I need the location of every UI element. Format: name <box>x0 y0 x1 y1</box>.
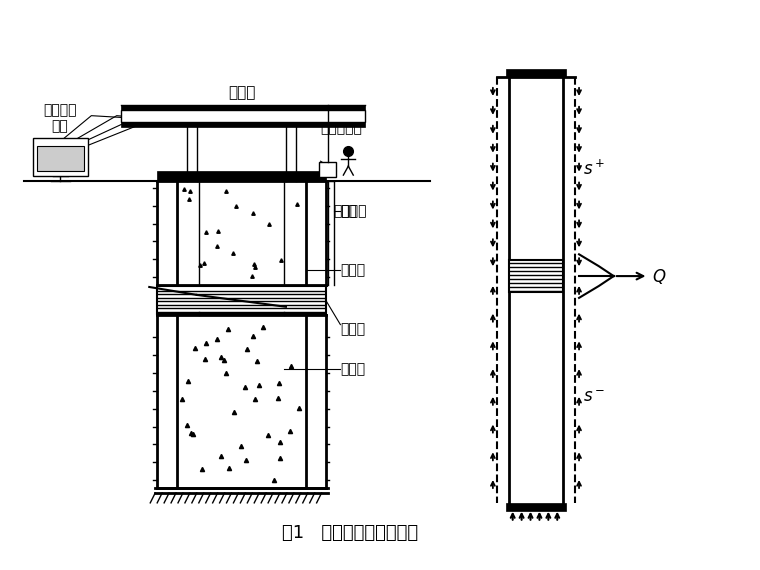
Bar <box>37 146 84 171</box>
Bar <box>508 260 563 292</box>
Bar <box>505 69 566 77</box>
Text: 数据采集
系统: 数据采集 系统 <box>43 103 77 133</box>
Bar <box>121 121 365 127</box>
Bar <box>33 139 88 176</box>
Bar <box>157 286 325 314</box>
Text: $s^-$: $s^-$ <box>583 388 605 406</box>
Text: 油管: 油管 <box>340 203 357 218</box>
Text: 加载系统: 加载系统 <box>334 203 367 218</box>
Bar <box>121 105 365 110</box>
Text: $Q$: $Q$ <box>652 267 667 286</box>
Bar <box>157 171 325 181</box>
Text: $s^+$: $s^+$ <box>583 159 605 178</box>
Bar <box>505 503 566 511</box>
Bar <box>318 162 337 177</box>
Text: 荷载箱: 荷载箱 <box>340 323 366 336</box>
Text: 图1   桩基自平衡试验示意: 图1 桩基自平衡试验示意 <box>282 524 418 543</box>
Text: 位移传感器: 位移传感器 <box>321 121 363 136</box>
Text: 基准梁: 基准梁 <box>229 85 256 100</box>
Text: 位移杆: 位移杆 <box>340 263 366 277</box>
Text: 保护管: 保护管 <box>340 362 366 376</box>
Bar <box>121 110 365 121</box>
